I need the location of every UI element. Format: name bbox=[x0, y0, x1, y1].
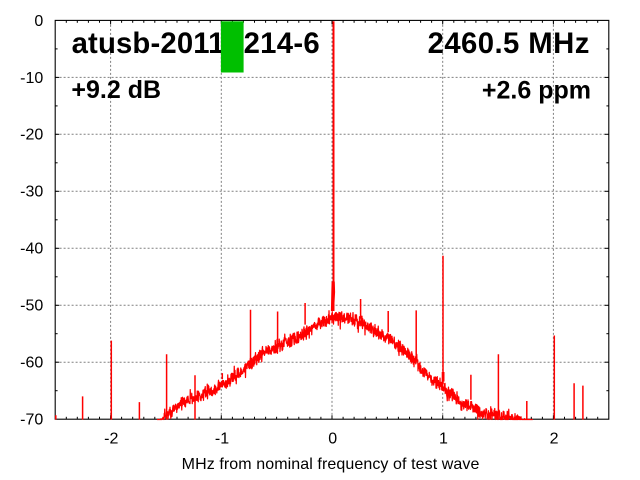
svg-text:0: 0 bbox=[328, 430, 337, 447]
svg-text:214-6: 214-6 bbox=[244, 27, 320, 60]
svg-text:-70: -70 bbox=[20, 412, 43, 429]
svg-text:-2: -2 bbox=[104, 430, 118, 447]
svg-text:-30: -30 bbox=[20, 184, 43, 201]
svg-text:1: 1 bbox=[439, 430, 448, 447]
svg-text:MHz from nominal frequency of: MHz from nominal frequency of test wave bbox=[182, 456, 480, 473]
svg-text:-40: -40 bbox=[20, 241, 43, 258]
svg-text:-20: -20 bbox=[20, 127, 43, 144]
svg-text:0: 0 bbox=[34, 13, 43, 30]
svg-text:-50: -50 bbox=[20, 298, 43, 315]
svg-text:-60: -60 bbox=[20, 355, 43, 372]
svg-text:+2.6 ppm: +2.6 ppm bbox=[482, 76, 591, 104]
svg-text:2: 2 bbox=[550, 430, 559, 447]
svg-text:2460.5 MHz: 2460.5 MHz bbox=[428, 27, 590, 60]
svg-text:+9.2 dB: +9.2 dB bbox=[71, 76, 161, 104]
svg-text:-10: -10 bbox=[20, 70, 43, 87]
svg-text:-1: -1 bbox=[215, 430, 229, 447]
svg-text:atusb-2011: atusb-2011 bbox=[72, 27, 225, 60]
